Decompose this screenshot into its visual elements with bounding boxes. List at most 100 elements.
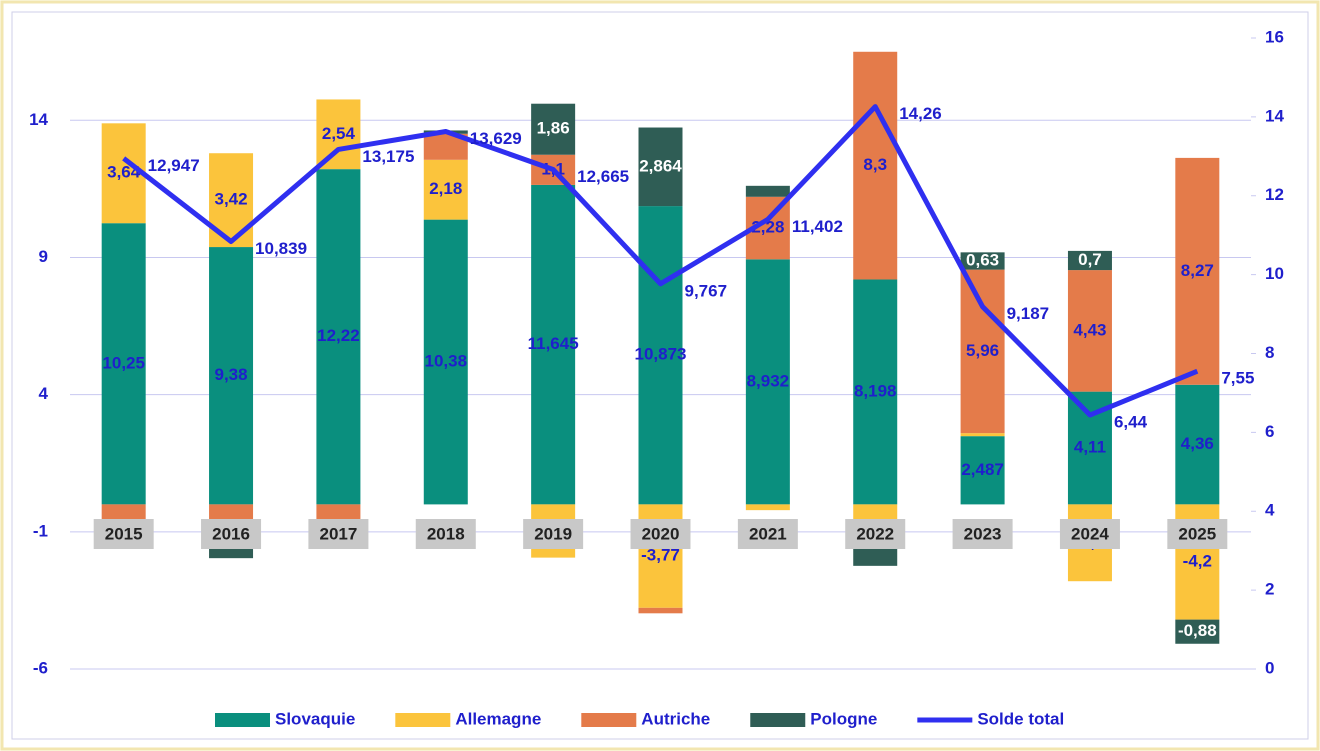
data-label: 8,3 xyxy=(863,155,887,174)
bar-segment xyxy=(960,433,1005,437)
bar-segment xyxy=(1175,619,1220,644)
y2-tick-label: 2 xyxy=(1265,580,1274,599)
y-tick-label: 9 xyxy=(39,247,48,266)
data-label: 2,487 xyxy=(961,460,1004,479)
legend-label: Slovaquie xyxy=(275,709,355,728)
bar-segment xyxy=(853,279,898,505)
category-box xyxy=(845,519,906,549)
data-label: 1,86 xyxy=(537,119,570,138)
x-tick-label: 2021 xyxy=(749,524,787,543)
data-label: 8,198 xyxy=(854,381,897,400)
bar-segment xyxy=(853,51,898,280)
legend-label: Pologne xyxy=(810,709,877,728)
line-label: 9,767 xyxy=(685,281,728,300)
bar-segment xyxy=(638,206,683,505)
bar-segment xyxy=(638,607,683,614)
bar-segment xyxy=(423,219,468,505)
line xyxy=(122,104,1199,418)
data-label: -0,88 xyxy=(1178,621,1217,640)
legend-swatch xyxy=(581,713,637,727)
category-box xyxy=(201,519,262,549)
bar-segment xyxy=(531,103,576,155)
x-tick-label: 2018 xyxy=(427,524,465,543)
y-tick-label: -1 xyxy=(33,521,48,540)
bar-segment xyxy=(745,185,790,197)
x-tick-label: 2020 xyxy=(642,524,680,543)
data-label: 4,43 xyxy=(1073,320,1106,339)
x-tick-label: 2023 xyxy=(964,524,1002,543)
line-label: 7,55 xyxy=(1221,369,1254,388)
line-label: 14,26 xyxy=(899,104,942,123)
y2-tick-label: 14 xyxy=(1265,106,1284,125)
data-label: 5,96 xyxy=(966,341,999,360)
y2-tick-label: 4 xyxy=(1265,501,1275,520)
y2-tick-label: 8 xyxy=(1265,343,1274,362)
bar-segment xyxy=(1067,250,1112,271)
line-label: 11,402 xyxy=(792,217,843,236)
data-label: 10,873 xyxy=(635,345,687,364)
data-label: 2,54 xyxy=(322,124,356,143)
bar-segment xyxy=(1175,384,1220,505)
x-tick-label: 2024 xyxy=(1071,524,1109,543)
y2-tick-label: 12 xyxy=(1265,185,1284,204)
line-label: 13,175 xyxy=(362,147,414,166)
x-tick-label: 2025 xyxy=(1178,524,1216,543)
legend-swatch xyxy=(215,713,270,727)
line-label: 10,839 xyxy=(255,239,307,258)
category-box xyxy=(952,519,1013,549)
line-label: 13,629 xyxy=(470,129,522,148)
data-label: -4,2 xyxy=(1183,551,1212,570)
bar-segment xyxy=(1067,270,1112,392)
y-tick-label: 4 xyxy=(39,384,49,403)
bar-segment xyxy=(960,252,1005,270)
line-label: 6,44 xyxy=(1114,413,1148,432)
data-label: -3,77 xyxy=(641,546,680,565)
data-label: 12,22 xyxy=(317,326,360,345)
x-tick-label: 2016 xyxy=(212,524,250,543)
bar-segment xyxy=(531,184,576,505)
data-label: 10,38 xyxy=(424,351,467,370)
data-label: 3,42 xyxy=(214,190,247,209)
y2-tick-label: 10 xyxy=(1265,264,1284,283)
data-label: 0,7 xyxy=(1078,250,1102,269)
data-label: 9,38 xyxy=(214,365,247,384)
legend-swatch xyxy=(750,713,806,727)
y2-tick-label: 0 xyxy=(1265,658,1274,677)
data-label: 11,645 xyxy=(528,334,579,353)
category-box xyxy=(1059,519,1120,549)
y-tick-label: 14 xyxy=(29,110,48,129)
bar-segment xyxy=(960,436,1005,505)
category-box xyxy=(737,519,798,549)
data-label: 10,25 xyxy=(102,353,145,372)
bar-segment xyxy=(316,99,361,170)
bar-segment xyxy=(101,123,146,224)
data-label: 8,27 xyxy=(1181,261,1214,280)
bar-segment xyxy=(745,259,790,505)
data-label: 4,36 xyxy=(1181,434,1214,453)
x-tick-label: 2015 xyxy=(105,524,143,543)
data-label: 4,11 xyxy=(1074,437,1106,456)
y-tick-label: -6 xyxy=(33,658,48,677)
y2-tick-label: 6 xyxy=(1265,422,1274,441)
line-label: 12,947 xyxy=(148,156,200,175)
category-box xyxy=(415,519,476,549)
legend-label: Autriche xyxy=(641,709,710,728)
line-label: 12,665 xyxy=(577,167,629,186)
category-box xyxy=(308,519,369,549)
bar-segment xyxy=(316,169,361,505)
bar-segment xyxy=(853,504,898,521)
bar-segment xyxy=(209,247,254,505)
bar-segment xyxy=(101,223,146,505)
category-box xyxy=(630,519,691,549)
legend-swatch xyxy=(395,713,451,727)
category-box xyxy=(1167,519,1228,549)
data-label: 2,864 xyxy=(639,156,682,175)
bar-segment xyxy=(1175,157,1220,385)
legend-label: Allemagne xyxy=(455,709,541,728)
x-tick-label: 2017 xyxy=(319,524,357,543)
bar-segment xyxy=(423,159,468,220)
data-label: 8,932 xyxy=(747,371,790,390)
y2-tick-label: 16 xyxy=(1265,27,1284,46)
legend-label: Solde total xyxy=(977,709,1064,728)
x-tick-label: 2022 xyxy=(856,524,894,543)
